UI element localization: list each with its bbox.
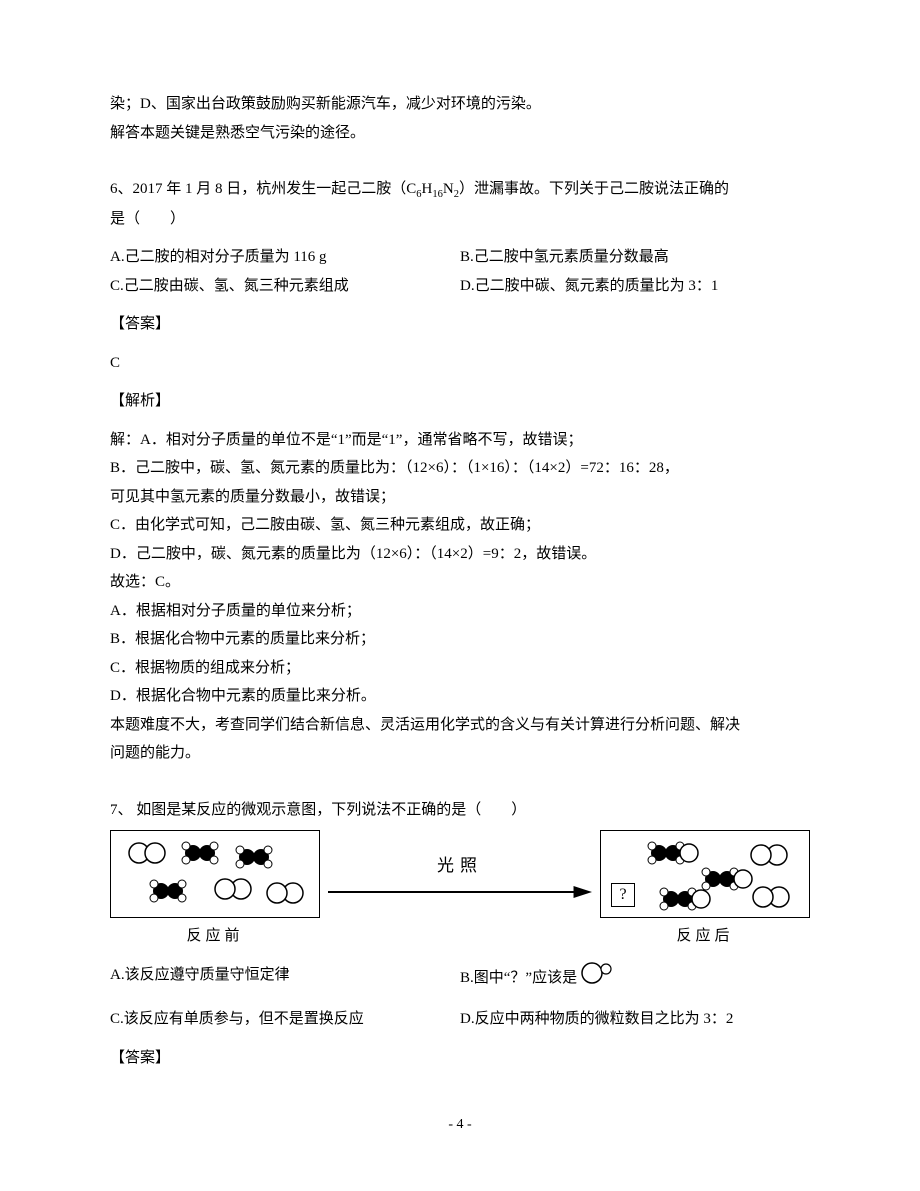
q7-opt-d: D.反应中两种物质的微粒数目之比为 3：2	[460, 1005, 810, 1034]
q7-after-svg	[611, 839, 801, 911]
q7-options-row1: A.该反应遵守质量守恒定律 B.图中“？”应该是	[110, 961, 810, 996]
q6-exp-3: C．由化学式可知，己二胺由碳、氢、氮三种元素组成，故正确；	[110, 511, 810, 540]
q6-exp-8: C．根据物质的组成来分析；	[110, 654, 810, 683]
q6-exp-0: 解：A．相对分子质量的单位不是“1”而是“1”，通常省略不写，故错误；	[110, 426, 810, 455]
q6-exp-11: 问题的能力。	[110, 739, 810, 768]
arrow-icon	[328, 885, 592, 899]
q6-stem: 6、2017 年 1 月 8 日，杭州发生一起己二胺（C6H16N2）泄漏事故。…	[110, 175, 810, 205]
q7-ans-label: 【答案】	[110, 1044, 810, 1073]
q7-opt-b: B.图中“？”应该是	[460, 961, 810, 996]
intro-line-1: 染；D、国家出台政策鼓励购买新能源汽车，减少对环境的污染。	[110, 90, 810, 119]
q7-caption-before: 反应前	[110, 922, 320, 951]
q6-exp-4: D．己二胺中，碳、氮元素的质量比为（12×6）：（14×2）=9：2，故错误。	[110, 540, 810, 569]
q6-opt-c: C.己二胺由碳、氢、氮三种元素组成	[110, 272, 460, 301]
q6-stem-l2: 是（ ）	[110, 205, 810, 234]
q6-exp-9: D．根据化合物中元素的质量比来分析。	[110, 682, 810, 711]
q7-after-box: ?	[600, 830, 810, 918]
intro-line-2: 解答本题关键是熟悉空气污染的途径。	[110, 119, 810, 148]
q7-options-row2: C.该反应有单质参与，但不是置换反应 D.反应中两种物质的微粒数目之比为 3：2	[110, 1005, 810, 1034]
q7-opt-b-molecule-icon	[579, 961, 615, 996]
q7-opt-c: C.该反应有单质参与，但不是置换反应	[110, 1005, 460, 1034]
q6-exp-1: B．己二胺中，碳、氢、氮元素的质量比为：（12×6）：（1×16）：（14×2）…	[110, 454, 810, 483]
q6-opt-b: B.己二胺中氢元素质量分数最高	[460, 243, 810, 272]
q7-opt-a: A.该反应遵守质量守恒定律	[110, 961, 460, 996]
q6-exp-2: 可见其中氢元素的质量分数最小，故错误；	[110, 483, 810, 512]
q6-exp-label: 【解析】	[110, 387, 810, 416]
q7-arrow-block: 光照	[320, 850, 600, 898]
page-number: - 4 -	[110, 1112, 810, 1139]
q6-options-row2: C.己二胺由碳、氢、氮三种元素组成 D.己二胺中碳、氮元素的质量比为 3：1	[110, 272, 810, 301]
q7-stem: 7、 如图是某反应的微观示意图，下列说法不正确的是（ ）	[110, 796, 810, 825]
q7-diagram: 光照	[110, 830, 810, 918]
q6-stem-post: ）泄漏事故。下列关于己二胺说法正确的	[459, 181, 729, 197]
q6-formula: C6H16N2	[406, 181, 459, 197]
q7-caption-after: 反应后	[600, 922, 810, 951]
q6-exp-7: B．根据化合物中元素的质量比来分析；	[110, 625, 810, 654]
q7-qmark-box: ?	[611, 883, 635, 907]
q7-opt-b-pre: B.图中“？”应该是	[460, 964, 577, 993]
q7-arrow-label: 光照	[437, 850, 483, 882]
q6-exp-5: 故选：C。	[110, 568, 810, 597]
q6-options-row1: A.己二胺的相对分子质量为 116 g B.己二胺中氢元素质量分数最高	[110, 243, 810, 272]
q7-before-svg	[121, 839, 311, 911]
q7-captions: 反应前 反应后	[110, 922, 810, 951]
q6-exp-10: 本题难度不大，考查同学们结合新信息、灵活运用化学式的含义与有关计算进行分析问题、…	[110, 711, 810, 740]
q7-before-box	[110, 830, 320, 918]
q6-ans: C	[110, 349, 810, 378]
q6-exp-6: A．根据相对分子质量的单位来分析；	[110, 597, 810, 626]
q6-opt-a: A.己二胺的相对分子质量为 116 g	[110, 243, 460, 272]
q6-opt-d: D.己二胺中碳、氮元素的质量比为 3：1	[460, 272, 810, 301]
q6-ans-label: 【答案】	[110, 310, 810, 339]
q6-stem-pre: 6、2017 年 1 月 8 日，杭州发生一起己二胺（	[110, 181, 406, 197]
